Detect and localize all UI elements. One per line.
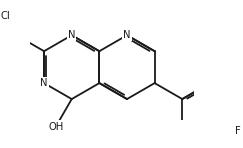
Text: N: N [40, 78, 48, 88]
Text: N: N [123, 30, 131, 40]
Text: F: F [235, 126, 240, 136]
Text: N: N [68, 30, 76, 40]
Text: Cl: Cl [0, 11, 10, 21]
Text: OH: OH [48, 122, 63, 132]
